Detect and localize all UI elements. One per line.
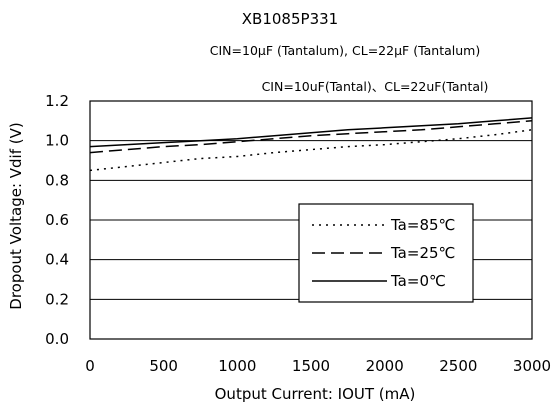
- legend-label: Ta=0℃: [390, 272, 446, 290]
- y-tick-label: 0.4: [45, 251, 69, 269]
- y-tick-label: 1.2: [45, 92, 69, 110]
- chart-subtitle: CIN=10µF (Tantalum), CL=22µF (Tantalum): [210, 43, 480, 58]
- x-tick-label: 2500: [439, 357, 477, 375]
- chart-title: XB1085P331: [242, 10, 338, 28]
- y-tick-label: 1.0: [45, 132, 69, 150]
- chart-subtitle-2: CIN=10uF(Tantal)、CL=22uF(Tantal): [262, 79, 489, 94]
- series-line-dashed: [89, 120, 533, 154]
- legend: Ta=85℃ Ta=25℃ Ta=0℃: [298, 203, 474, 303]
- y-tick-label: 0.8: [45, 171, 69, 189]
- x-tick-label: 2000: [366, 357, 404, 375]
- x-tick-label: 1500: [292, 357, 330, 375]
- ticks-layer: 0.0 0.2 0.4 0.6 0.8 1.0 1.2 0 500 1000 1500 2000 250…: [45, 92, 551, 375]
- y-tick-label: 0.6: [45, 211, 69, 229]
- x-tick-label: 500: [149, 357, 178, 375]
- legend-label: Ta=85℃: [390, 216, 455, 234]
- x-axis-label: Output Current: IOUT (mA): [215, 385, 416, 403]
- y-tick-label: 0.0: [45, 330, 69, 348]
- legend-label: Ta=25℃: [390, 244, 455, 262]
- x-tick-label: 0: [85, 357, 95, 375]
- plot-area: [89, 100, 533, 340]
- x-tick-label: 3000: [513, 357, 551, 375]
- x-tick-label: 1000: [218, 357, 256, 375]
- series-layer: [89, 117, 533, 172]
- y-tick-label: 0.2: [45, 290, 69, 308]
- legend-box: [298, 203, 474, 303]
- series-line-solid: [89, 117, 533, 148]
- y-axis-label: Dropout Voltage: Vdif (V): [7, 122, 25, 309]
